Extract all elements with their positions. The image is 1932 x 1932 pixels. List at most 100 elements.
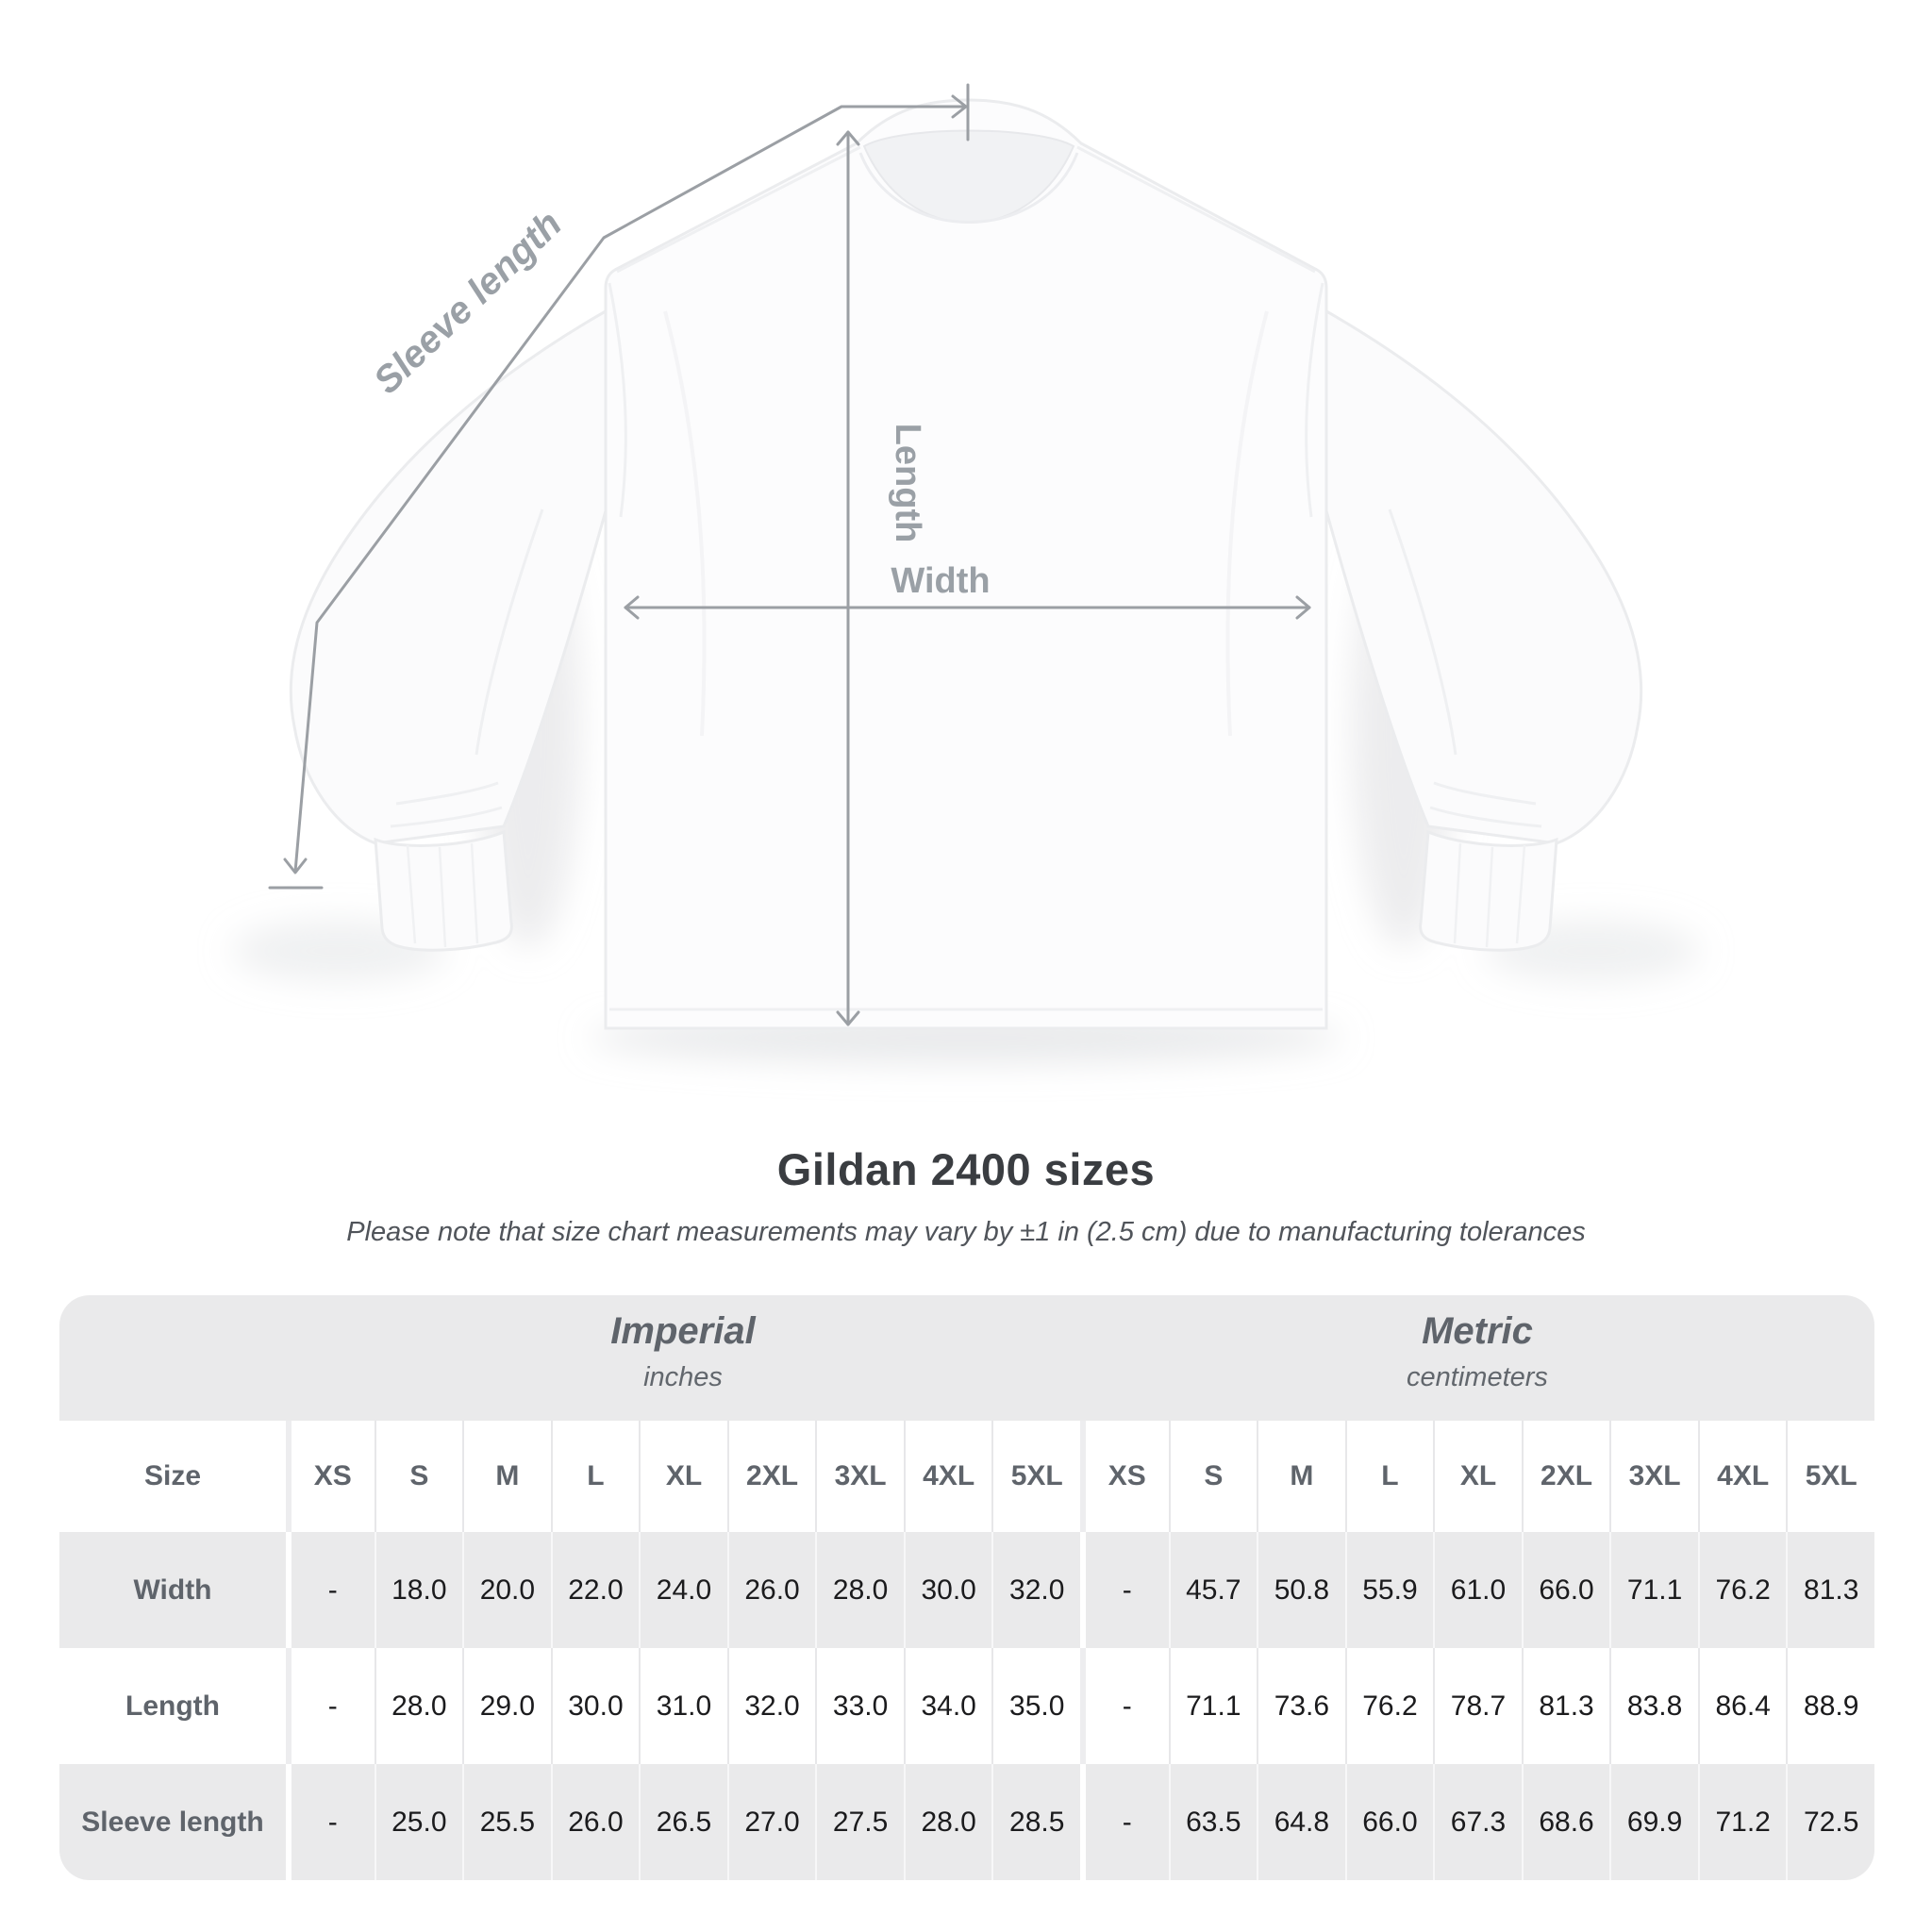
size-cell: 78.7 (1433, 1648, 1522, 1764)
row-label: Length (59, 1648, 286, 1764)
width-arrow-right (1295, 595, 1311, 620)
col-header-metric-l: L (1344, 1421, 1434, 1532)
col-header-imperial-xs: XS (286, 1421, 375, 1532)
size-cell: 73.6 (1257, 1648, 1345, 1764)
size-cell: 35.0 (991, 1648, 1080, 1764)
size-cell: 31.0 (639, 1648, 727, 1764)
col-header-imperial-m: M (462, 1421, 551, 1532)
size-cell: 28.0 (815, 1532, 904, 1648)
size-cell: 45.7 (1168, 1532, 1257, 1648)
col-header-metric-2xl: 2XL (1521, 1421, 1610, 1532)
col-header-imperial-2xl: 2XL (726, 1421, 816, 1532)
size-cell: 24.0 (639, 1532, 727, 1648)
size-cell: 18.0 (374, 1532, 463, 1648)
col-header-metric-5xl: 5XL (1786, 1421, 1874, 1532)
size-cell: 81.3 (1786, 1532, 1874, 1648)
shirt-diagram: Sleeve length Length Width (231, 83, 1701, 1062)
row-label: Sleeve length (59, 1764, 286, 1880)
size-cell: 71.1 (1168, 1648, 1257, 1764)
size-cell: 32.0 (726, 1648, 816, 1764)
sleeve-length-arrow-right (951, 94, 968, 119)
col-header-metric-3xl: 3XL (1609, 1421, 1698, 1532)
width-arrow-left (624, 595, 640, 620)
col-header-imperial-l: L (550, 1421, 640, 1532)
size-cell: 30.0 (903, 1532, 992, 1648)
size-cell: 86.4 (1697, 1648, 1787, 1764)
shirt-illustration (289, 98, 1643, 1030)
size-cell: 88.9 (1786, 1648, 1874, 1764)
size-cell: 20.0 (462, 1532, 551, 1648)
size-cell: 71.2 (1697, 1764, 1787, 1880)
size-cell: 83.8 (1609, 1648, 1698, 1764)
size-cell: 28.5 (991, 1764, 1080, 1880)
size-cell: - (1080, 1648, 1169, 1764)
size-cell: 76.2 (1344, 1648, 1434, 1764)
size-cell: 25.0 (374, 1764, 463, 1880)
size-cell: 27.0 (726, 1764, 816, 1880)
size-cell: 26.0 (726, 1532, 816, 1648)
metric-sublabel: centimeters (1407, 1362, 1548, 1392)
page-title: Gildan 2400 sizes (776, 1144, 1156, 1194)
size-cell: 30.0 (550, 1648, 640, 1764)
col-header-metric-s: S (1168, 1421, 1257, 1532)
size-cell: 81.3 (1521, 1648, 1610, 1764)
width-label: Width (891, 561, 990, 601)
unit-header-band: Imperial inches Metric centimeters (59, 1295, 1874, 1421)
col-header-imperial-3xl: 3XL (815, 1421, 904, 1532)
size-cell: 50.8 (1257, 1532, 1345, 1648)
col-header-metric-xs: XS (1080, 1421, 1169, 1532)
unit-band-spacer (59, 1295, 286, 1421)
size-cell: - (1080, 1532, 1169, 1648)
size-cell: 22.0 (550, 1532, 640, 1648)
length-label: Length (888, 424, 927, 543)
size-cell: - (1080, 1764, 1169, 1880)
size-cell: - (286, 1532, 375, 1648)
size-cell: 28.0 (374, 1648, 463, 1764)
size-cell: 67.3 (1433, 1764, 1522, 1880)
size-cell: - (286, 1764, 375, 1880)
col-header-imperial-5xl: 5XL (991, 1421, 1080, 1532)
size-cell: 33.0 (815, 1648, 904, 1764)
row-label: Width (59, 1532, 286, 1648)
size-cell: 66.0 (1521, 1532, 1610, 1648)
size-cell: 29.0 (462, 1648, 551, 1764)
size-cell: 76.2 (1697, 1532, 1787, 1648)
col-header-imperial-s: S (374, 1421, 463, 1532)
sleeve-length-arrow-down (283, 858, 308, 874)
size-cell: 32.0 (991, 1532, 1080, 1648)
size-table: Imperial inches Metric centimeters Size X… (59, 1295, 1874, 1880)
metric-label: Metric (1422, 1310, 1533, 1352)
size-cell: 64.8 (1257, 1764, 1345, 1880)
col-header-metric-4xl: 4XL (1697, 1421, 1787, 1532)
page-subtitle: Please note that size chart measurements… (346, 1217, 1586, 1247)
length-arrow-down (836, 1010, 860, 1026)
imperial-sublabel: inches (643, 1362, 723, 1392)
col-header-metric-m: M (1257, 1421, 1345, 1532)
col-header-imperial-xl: XL (639, 1421, 727, 1532)
size-grid: Size XS S M L XL 2XL 3XL 4XL 5XL XS S M L XL 2XL 3XL 4XL 5… (59, 1421, 1874, 1880)
size-cell: 27.5 (815, 1764, 904, 1880)
imperial-header: Imperial inches (286, 1295, 1080, 1421)
size-cell: 68.6 (1521, 1764, 1610, 1880)
size-cell: 25.5 (462, 1764, 551, 1880)
size-header: Size (59, 1421, 286, 1532)
size-cell: 72.5 (1786, 1764, 1874, 1880)
size-cell: 71.1 (1609, 1532, 1698, 1648)
size-cell: 34.0 (903, 1648, 992, 1764)
imperial-label: Imperial (610, 1310, 756, 1352)
size-cell: 26.5 (639, 1764, 727, 1880)
col-header-imperial-4xl: 4XL (903, 1421, 992, 1532)
length-arrow-up (836, 130, 860, 146)
metric-header: Metric centimeters (1080, 1295, 1874, 1421)
size-cell: 26.0 (550, 1764, 640, 1880)
size-cell: 66.0 (1344, 1764, 1434, 1880)
size-cell: 55.9 (1344, 1532, 1434, 1648)
measurement-lines (268, 83, 1311, 1026)
size-cell: 63.5 (1168, 1764, 1257, 1880)
size-cell: - (286, 1648, 375, 1764)
size-cell: 69.9 (1609, 1764, 1698, 1880)
sleeve-length-line (293, 105, 968, 874)
size-cell: 28.0 (903, 1764, 992, 1880)
col-header-metric-xl: XL (1433, 1421, 1522, 1532)
